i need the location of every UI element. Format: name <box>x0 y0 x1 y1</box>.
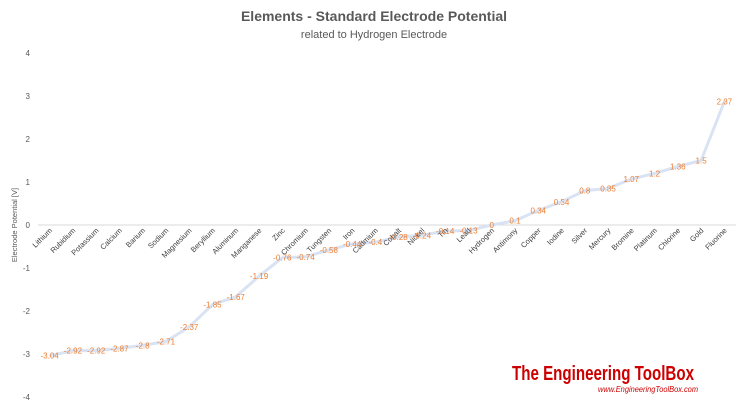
x-tick-label: Calcium <box>98 226 124 252</box>
logo-url: www.EngineeringToolBox.com <box>598 385 698 394</box>
x-tick-label: Zinc <box>270 226 287 243</box>
data-point <box>118 347 121 350</box>
data-labels: -3.04-2.92-2.92-2.87-2.8-2.71-2.37-1.85-… <box>41 98 733 361</box>
x-tick-label: Copper <box>519 226 543 250</box>
x-tick-label: Silver <box>570 226 590 246</box>
y-tick-label: -1 <box>23 264 31 273</box>
y-tick-labels: 4 3 2 1 0 -1 -2 -3 -4 <box>23 49 31 402</box>
data-point <box>211 303 214 306</box>
data-point <box>653 172 656 175</box>
data-point <box>304 256 307 258</box>
y-tick-label: 0 <box>26 221 31 230</box>
logo-text: The Engineering ToolBox <box>512 363 694 385</box>
x-tick-label: Platinum <box>632 226 659 253</box>
data-point <box>490 224 493 226</box>
data-point <box>723 100 726 103</box>
data-point <box>141 344 144 347</box>
chart-title: Elements - Standard Electrode Potential <box>241 8 507 24</box>
data-point <box>281 256 284 259</box>
y-tick-label: -4 <box>23 393 31 402</box>
data-point <box>607 187 609 190</box>
y-tick-label: -3 <box>23 350 31 359</box>
y-tick-label: -2 <box>23 307 31 316</box>
y-tick-label: 3 <box>26 92 31 101</box>
x-tick-label: Bromine <box>610 226 636 252</box>
data-point <box>537 209 540 212</box>
data-point <box>560 200 563 203</box>
data-point <box>48 354 51 357</box>
engineering-toolbox-logo: The Engineering ToolBox www.EngineeringT… <box>512 363 698 394</box>
data-point <box>95 349 97 352</box>
x-tick-label: Fluorine <box>703 226 729 252</box>
series-line <box>49 101 726 358</box>
data-point <box>165 340 167 343</box>
data-point <box>583 189 586 192</box>
data-point <box>421 234 423 237</box>
x-tick-label: Mercury <box>587 226 613 252</box>
data-point <box>328 249 330 251</box>
x-tick-label: Chlorine <box>656 226 682 252</box>
data-point <box>467 229 470 232</box>
data-point <box>677 165 679 168</box>
x-tick-label: Barium <box>124 226 147 249</box>
data-point <box>374 241 377 243</box>
data-point <box>72 349 74 352</box>
data-point <box>397 236 400 238</box>
x-tick-label: Gold <box>688 226 706 244</box>
data-point <box>351 243 353 245</box>
x-tick-label: Antimony <box>491 226 520 255</box>
chart-subtitle: related to Hydrogen Electrode <box>301 29 447 41</box>
y-tick-label: 4 <box>26 49 31 58</box>
data-point <box>258 275 260 277</box>
data-point <box>444 230 446 232</box>
data-point <box>630 178 633 180</box>
data-point <box>234 296 237 298</box>
data-point <box>514 219 516 222</box>
x-tick-label: Iodine <box>545 226 566 247</box>
data-point <box>700 159 702 162</box>
data-point <box>188 326 191 328</box>
y-axis-label: Electrode Potential [V] <box>10 188 19 262</box>
y-tick-label: 2 <box>26 135 31 144</box>
y-tick-label: 1 <box>26 178 31 187</box>
